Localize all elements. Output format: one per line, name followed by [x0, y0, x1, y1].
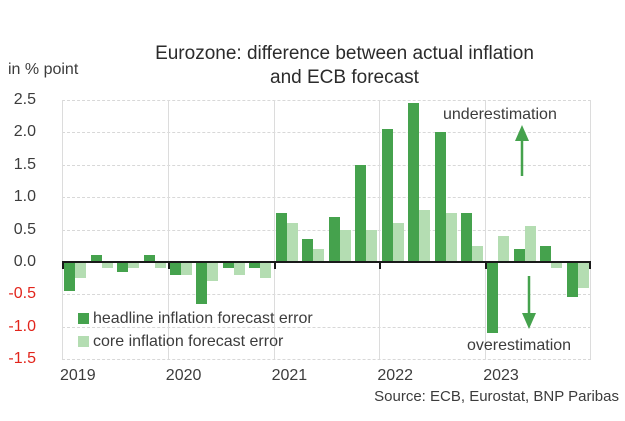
annotation-underestimation: underestimation — [443, 106, 557, 123]
horizontal-gridline — [62, 100, 591, 101]
y-tick-label: 2.5 — [13, 91, 36, 108]
bar-core-2022Q1 — [392, 223, 404, 262]
bar-core-2021Q1 — [286, 223, 298, 262]
bar-core-2020Q1 — [181, 261, 192, 275]
zero-axis-tick — [167, 262, 170, 269]
bar-core-2023Q3 — [551, 261, 563, 269]
bar-headline-2021Q4 — [355, 164, 367, 262]
bar-headline-2021Q3 — [328, 216, 340, 262]
annotation-overestimation: overestimation — [467, 337, 572, 354]
vertical-gridline — [485, 100, 487, 359]
bar-core-2019Q1 — [75, 261, 87, 279]
bar-headline-2019Q3 — [117, 261, 129, 272]
bar-core-2023Q1 — [498, 235, 510, 262]
zero-axis-tick — [62, 262, 64, 269]
zero-axis-tick — [485, 262, 488, 269]
bar-headline-2019Q1 — [64, 261, 76, 291]
horizontal-gridline — [62, 359, 591, 360]
bar-core-2023Q4 — [577, 261, 589, 288]
chart-title-line2: and ECB forecast — [270, 67, 419, 88]
horizontal-gridline — [62, 164, 591, 166]
headline-series-swatch — [78, 313, 89, 324]
bar-core-2020Q4 — [260, 261, 272, 279]
horizontal-gridline — [62, 132, 591, 134]
y-tick-label: 0.5 — [13, 220, 36, 238]
x-year-label: 2019 — [60, 367, 96, 384]
legend-item-headline: headline inflation forecast error — [78, 307, 313, 330]
bar-core-2021Q3 — [339, 229, 351, 262]
chart-title-line1: Eurozone: difference between actual infl… — [155, 43, 534, 64]
bar-headline-2023Q3 — [540, 245, 552, 262]
source-caption: Source: ECB, Eurostat, BNP Paribas — [374, 388, 619, 405]
bar-headline-2022Q3 — [434, 132, 446, 262]
x-year-label: 2023 — [483, 367, 519, 384]
legend: headline inflation forecast error core i… — [78, 307, 313, 353]
horizontal-gridline — [62, 197, 591, 199]
horizontal-gridline — [62, 294, 591, 296]
bar-headline-2020Q3 — [222, 261, 234, 269]
y-tick-label: -1.0 — [8, 317, 36, 335]
up-arrow-icon — [515, 125, 529, 176]
vertical-gridline — [590, 100, 591, 359]
legend-item-core: core inflation forecast error — [78, 330, 313, 353]
legend-label-headline: headline inflation forecast error — [93, 309, 313, 327]
bar-headline-2019Q2 — [90, 255, 102, 262]
x-year-label: 2020 — [165, 367, 202, 384]
zero-axis-tick — [379, 262, 382, 269]
bar-headline-2023Q4 — [566, 261, 578, 298]
bar-headline-2023Q1 — [487, 261, 499, 334]
bar-core-2019Q4 — [154, 261, 166, 269]
bar-headline-2021Q2 — [302, 239, 314, 262]
bar-core-2023Q2 — [524, 226, 536, 262]
bar-core-2020Q2 — [207, 261, 219, 282]
y-tick-label: 1.0 — [13, 188, 36, 206]
bar-core-2021Q4 — [366, 229, 378, 262]
bar-headline-2023Q2 — [513, 248, 525, 262]
bar-core-2019Q3 — [128, 261, 140, 269]
legend-label-core: core inflation forecast error — [93, 332, 284, 350]
bar-headline-2022Q1 — [381, 129, 393, 262]
bar-core-2021Q2 — [313, 248, 325, 262]
chart-title: Eurozone: difference between actual infl… — [62, 42, 625, 90]
vertical-gridline — [379, 100, 381, 359]
zero-axis-line — [62, 260, 591, 263]
bar-headline-2020Q1 — [170, 261, 181, 275]
down-arrow-icon — [522, 276, 536, 329]
bar-headline-2022Q2 — [408, 103, 420, 262]
bar-headline-2020Q2 — [196, 261, 208, 304]
bar-core-2019Q2 — [101, 261, 113, 269]
bar-headline-2022Q4 — [460, 213, 472, 262]
bar-core-2020Q3 — [233, 261, 245, 275]
vertical-gridline — [273, 100, 275, 359]
vertical-gridline — [167, 100, 169, 359]
y-tick-label: -0.5 — [8, 285, 36, 303]
bar-core-2022Q2 — [419, 210, 431, 262]
y-tick-label: 0.0 — [13, 252, 36, 270]
bar-headline-2020Q4 — [249, 261, 261, 269]
x-year-label: 2022 — [377, 367, 413, 384]
x-year-label: 2021 — [271, 367, 308, 384]
y-tick-label: 2.0 — [13, 123, 36, 141]
plot-area — [62, 100, 591, 360]
vertical-gridline — [62, 100, 63, 359]
bar-headline-2021Q1 — [275, 213, 287, 262]
bar-headline-2019Q4 — [143, 255, 155, 262]
core-series-swatch — [78, 336, 89, 347]
y-tick-label: -1.5 — [8, 350, 36, 367]
horizontal-gridline — [62, 326, 591, 328]
bar-core-2022Q3 — [445, 213, 457, 262]
zero-axis-tick — [273, 262, 276, 269]
y-axis-unit-label: in % point — [8, 61, 79, 78]
horizontal-gridline — [62, 229, 591, 231]
zero-axis-tick — [589, 262, 591, 269]
bar-core-2022Q4 — [471, 245, 483, 262]
y-tick-label: 1.5 — [13, 155, 36, 173]
